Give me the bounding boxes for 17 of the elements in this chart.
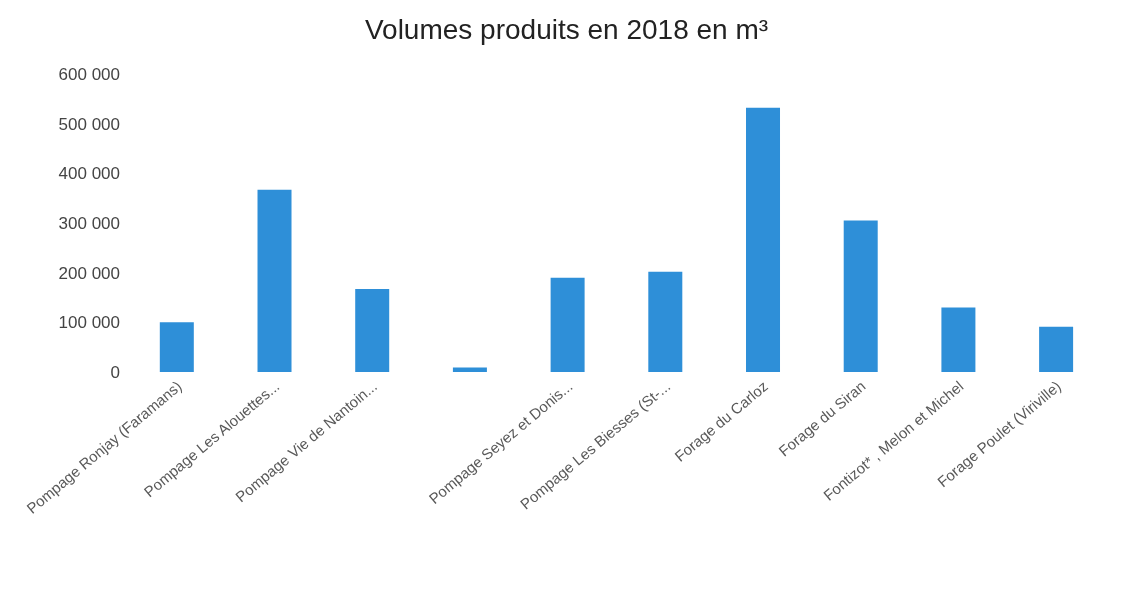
y-tick-label: 300 000 <box>58 214 120 234</box>
y-tick-label: 500 000 <box>58 114 120 134</box>
y-tick-label: 400 000 <box>58 164 120 184</box>
bar <box>941 307 976 372</box>
y-tick-label: 200 000 <box>58 263 120 283</box>
y-tick-label: 600 000 <box>58 65 120 85</box>
bar <box>550 277 585 372</box>
bar <box>843 220 878 372</box>
bar <box>1039 326 1074 372</box>
chart-title: Volumes produits en 2018 en m³ <box>363 14 770 47</box>
bar <box>257 189 292 372</box>
bar <box>355 289 390 372</box>
bar <box>746 107 781 372</box>
y-tick-label: 100 000 <box>58 313 120 333</box>
y-tick-label: 0 <box>110 363 120 383</box>
bar <box>159 322 194 372</box>
bar <box>648 271 683 372</box>
